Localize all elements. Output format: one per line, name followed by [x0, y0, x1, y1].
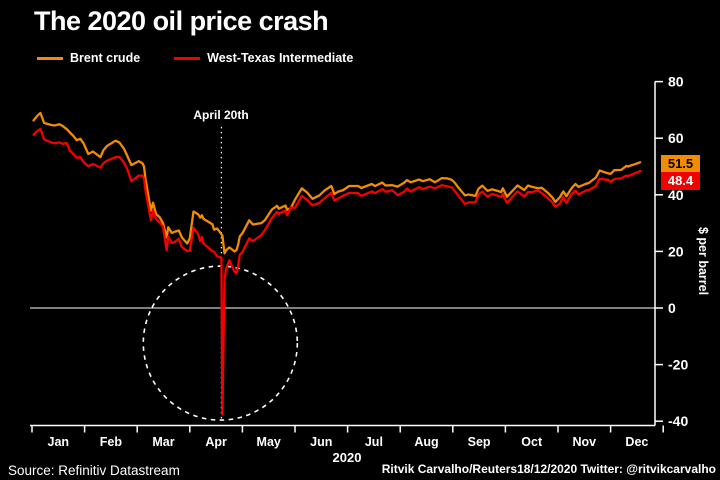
x-tick-label: Jul — [365, 435, 383, 449]
wti-legend-swatch-icon — [174, 56, 201, 60]
legend: Brent crude West-Texas Intermediate — [37, 51, 353, 65]
y-tick-label: 60 — [668, 130, 684, 146]
x-tick-label: Sep — [468, 435, 491, 449]
x-tick-label: Oct — [521, 435, 543, 449]
series-line-wti — [32, 127, 642, 416]
x-tick-label: Dec — [625, 435, 648, 449]
x-tick-label: Jun — [310, 435, 332, 449]
x-tick-label: Aug — [414, 435, 438, 449]
x-tick-label: Apr — [205, 435, 227, 449]
credit-note: Ritvik Carvalho/Reuters18/12/2020 Twitte… — [381, 462, 716, 476]
source-note: Source: Refinitiv Datastream — [8, 463, 180, 478]
x-tick-label: Jan — [48, 435, 70, 449]
x-tick-label: Mar — [152, 435, 174, 449]
y-tick-label: 40 — [668, 187, 684, 203]
chart-title: The 2020 oil price crash — [34, 6, 329, 36]
brent-end-value-label: 51.5 — [661, 154, 700, 172]
april-20-annotation-label: April 20th — [193, 108, 249, 122]
legend-item-brent: Brent crude — [37, 51, 140, 65]
y-tick-label: 20 — [668, 243, 684, 259]
crash-highlight-circle — [142, 265, 299, 421]
x-tick-label: Nov — [572, 435, 596, 449]
brent-legend-label: Brent crude — [70, 51, 141, 65]
y-axis-title: $ per barrel — [696, 227, 710, 296]
x-tick-label: Feb — [100, 435, 123, 449]
wti-end-value-label: 48.4 — [661, 172, 700, 190]
series-line-brent — [32, 111, 642, 255]
x-tick-label: May — [257, 435, 281, 449]
y-tick-label: 0 — [668, 300, 676, 316]
y-tick-label: 80 — [668, 74, 684, 90]
legend-item-wti: West-Texas Intermediate — [174, 51, 353, 65]
wti-legend-label: West-Texas Intermediate — [207, 51, 354, 65]
brent-legend-swatch-icon — [37, 56, 63, 60]
x-axis-title: 2020 — [332, 450, 362, 465]
y-tick-label: -40 — [668, 413, 688, 429]
y-tick-label: -20 — [668, 357, 688, 373]
